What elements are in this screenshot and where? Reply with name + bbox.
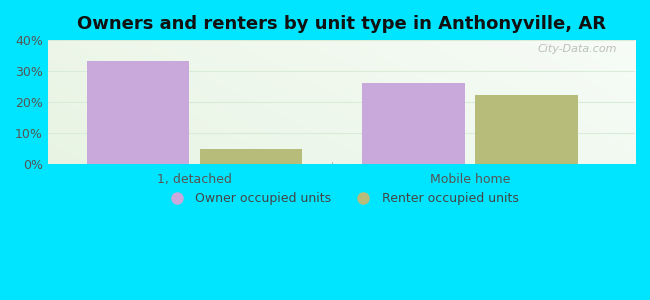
Legend: Owner occupied units, Renter occupied units: Owner occupied units, Renter occupied un…: [159, 187, 523, 210]
Text: City-Data.com: City-Data.com: [538, 44, 617, 54]
Bar: [475, 95, 578, 164]
Bar: [362, 82, 465, 164]
Title: Owners and renters by unit type in Anthonyville, AR: Owners and renters by unit type in Antho…: [77, 15, 606, 33]
Bar: [86, 61, 189, 164]
Bar: [200, 149, 302, 164]
